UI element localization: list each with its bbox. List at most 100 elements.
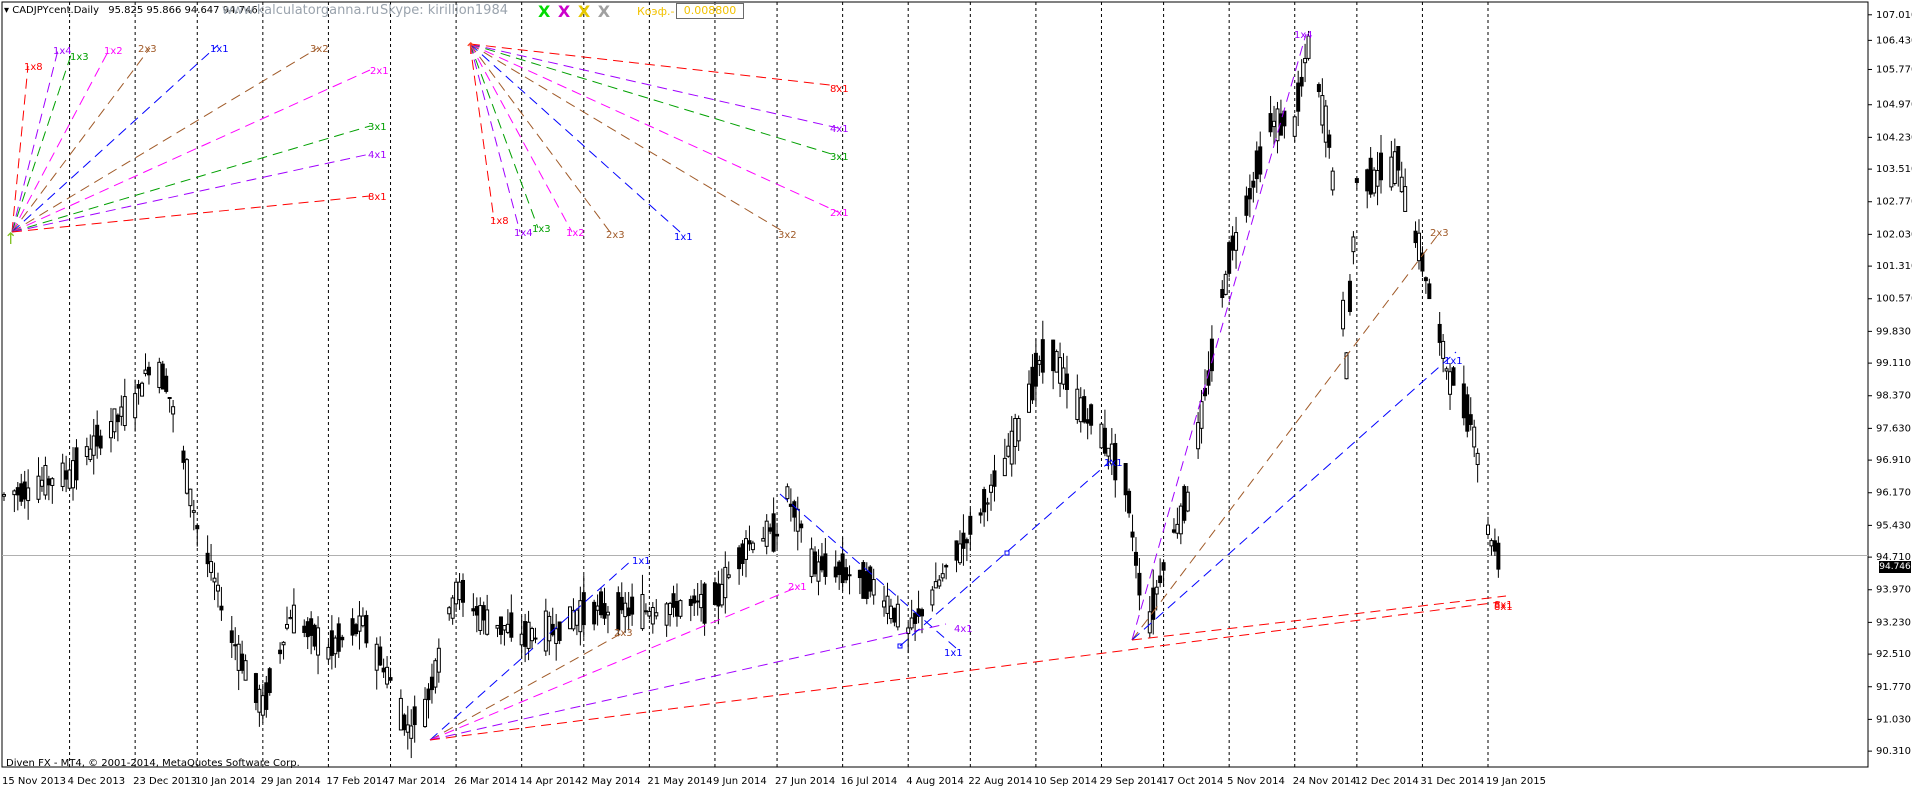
candle-body bbox=[1354, 178, 1359, 183]
gann-line bbox=[11, 47, 111, 233]
mark-green[interactable]: X bbox=[538, 2, 552, 21]
candle-body bbox=[1323, 105, 1328, 143]
candle-body bbox=[1268, 113, 1273, 133]
x-tick-label: 26 Mar 2014 bbox=[454, 776, 517, 787]
candle-body bbox=[775, 533, 780, 537]
candle-body bbox=[1489, 540, 1494, 547]
candle-body bbox=[1085, 419, 1090, 424]
candle-body bbox=[229, 630, 234, 643]
x-tick-label: 29 Sep 2014 bbox=[1099, 776, 1162, 787]
candle-body bbox=[771, 513, 776, 552]
candle-body bbox=[1223, 273, 1228, 295]
candle-body bbox=[547, 615, 552, 642]
candle-body bbox=[19, 483, 24, 502]
gann-label: 4x1 bbox=[368, 150, 387, 161]
candle-body bbox=[543, 610, 548, 652]
x-tick-label: 16 Jul 2014 bbox=[841, 776, 898, 787]
ohlc-values: 95.825 95.866 94.647 94.746 bbox=[108, 5, 258, 16]
candle-body bbox=[799, 523, 804, 529]
y-tick-label: 96.910 bbox=[1876, 455, 1911, 466]
candle-body bbox=[1475, 452, 1480, 466]
dropdown-triangle-icon[interactable]: ▾ bbox=[4, 5, 10, 16]
candle-body bbox=[64, 470, 69, 480]
candle-body bbox=[364, 614, 369, 644]
candle-body bbox=[726, 574, 731, 578]
candle-body bbox=[1161, 562, 1166, 571]
candle-body bbox=[360, 615, 365, 627]
mark-yellow[interactable]: X bbox=[577, 2, 592, 21]
candle-body bbox=[385, 666, 390, 685]
candle-body bbox=[509, 612, 514, 638]
candle-body bbox=[278, 649, 283, 655]
candle-body bbox=[281, 641, 286, 646]
candle-body bbox=[619, 596, 624, 611]
candle-body bbox=[1182, 486, 1187, 521]
y-tick-label: 102.770 bbox=[1876, 197, 1912, 208]
y-tick-label: 95.430 bbox=[1876, 520, 1911, 531]
y-tick-label: 98.370 bbox=[1876, 391, 1911, 402]
indicator-marks[interactable]: X X X X bbox=[538, 2, 611, 21]
candle-body bbox=[968, 515, 973, 535]
candle-body bbox=[1037, 360, 1042, 365]
candle-body bbox=[112, 408, 117, 433]
mark-magenta[interactable]: X bbox=[557, 2, 572, 21]
candle-body bbox=[1486, 524, 1490, 535]
gann-label: 1x1 bbox=[632, 556, 651, 567]
candle-body bbox=[426, 688, 431, 701]
y-tick-label: 93.230 bbox=[1876, 617, 1911, 628]
candle-body bbox=[2, 494, 6, 497]
x-tick-label: 4 Aug 2014 bbox=[906, 776, 964, 787]
candle-body bbox=[1234, 232, 1239, 251]
candle-body bbox=[533, 637, 538, 640]
candle-body bbox=[909, 617, 914, 629]
candle-body bbox=[643, 610, 648, 613]
candle-body bbox=[578, 600, 583, 633]
gann-label: 1x1 bbox=[210, 44, 229, 55]
candle-body bbox=[46, 478, 51, 486]
candle-body bbox=[233, 644, 238, 647]
candle-body bbox=[1244, 195, 1249, 216]
candle-body bbox=[750, 542, 755, 551]
candle-body bbox=[816, 561, 821, 582]
copyright-text: Diven FX - MT4, © 2001-2014, MetaQuotes … bbox=[6, 758, 300, 769]
candle-body bbox=[699, 593, 704, 609]
candle-body bbox=[1002, 457, 1007, 477]
mark-gray[interactable]: X bbox=[597, 2, 612, 21]
candle-body bbox=[595, 605, 600, 611]
candle-body bbox=[388, 677, 393, 681]
candle-body bbox=[1423, 277, 1428, 282]
candle-body bbox=[429, 676, 434, 691]
candle-body bbox=[674, 600, 679, 617]
y-tick-label: 107.010 bbox=[1876, 10, 1912, 21]
candle-body bbox=[119, 406, 124, 417]
candle-body bbox=[937, 579, 942, 587]
candle-body bbox=[809, 548, 814, 577]
up-arrow-icon: ↑ bbox=[4, 229, 17, 248]
candle-body bbox=[39, 479, 44, 487]
gann-line bbox=[469, 43, 839, 213]
gann-line bbox=[429, 585, 801, 741]
candle-body bbox=[819, 556, 824, 571]
candle-body bbox=[557, 621, 562, 641]
candle-body bbox=[74, 447, 79, 481]
candle-body bbox=[847, 574, 852, 577]
y-tick-label: 103.510 bbox=[1876, 164, 1912, 175]
candle-body bbox=[1299, 76, 1304, 87]
y-tick-label: 105.770 bbox=[1876, 64, 1912, 75]
candle-body bbox=[357, 615, 362, 632]
gann-line bbox=[429, 631, 625, 741]
candle-body bbox=[1272, 120, 1277, 128]
gann-line bbox=[11, 47, 319, 233]
gann-label: 4x1 bbox=[830, 124, 849, 135]
y-tick-label: 92.510 bbox=[1876, 649, 1911, 660]
candle-body bbox=[1448, 371, 1453, 395]
x-tick-label: 2 May 2014 bbox=[582, 776, 641, 787]
candle-body bbox=[906, 627, 911, 634]
candle-body bbox=[857, 569, 862, 579]
candle-body bbox=[1327, 134, 1332, 148]
gann-label: 8x1 bbox=[830, 84, 849, 95]
koef-input[interactable]: 0.008800 bbox=[676, 3, 744, 19]
candle-body bbox=[336, 623, 341, 652]
